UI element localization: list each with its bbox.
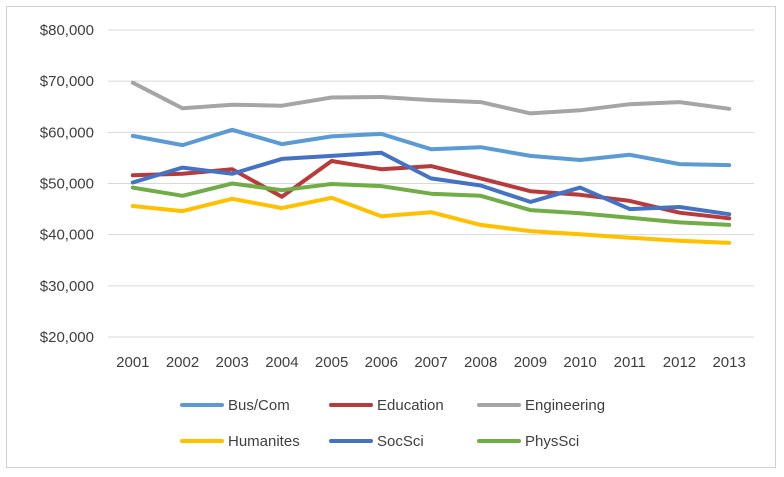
y-tick-label: $80,000 xyxy=(40,22,94,39)
series-line-humanites xyxy=(130,195,732,245)
series-lines xyxy=(130,80,732,245)
legend: Bus/Com Education Engineering Humanites SocS… xyxy=(180,397,605,450)
x-tick-label: 2008 xyxy=(464,354,497,371)
y-tick-label: $20,000 xyxy=(40,329,94,346)
y-tick-label: $70,000 xyxy=(40,73,94,90)
x-tick-label: 2005 xyxy=(315,354,348,371)
y-tick-label: $40,000 xyxy=(40,227,94,244)
legend-label-bus-com: Bus/Com xyxy=(228,397,290,414)
x-axis-ticks: 2001 2002 2003 2004 2005 2006 2007 2008 2009 2010… xyxy=(116,354,746,371)
x-tick-label: 2003 xyxy=(216,354,249,371)
x-tick-label: 2001 xyxy=(116,354,149,371)
x-tick-label: 2012 xyxy=(663,354,696,371)
legend-label-humanites: Humanites xyxy=(228,433,300,450)
gridlines xyxy=(108,29,754,338)
x-tick-label: 2013 xyxy=(712,354,745,371)
y-tick-label: $50,000 xyxy=(40,176,94,193)
x-tick-label: 2011 xyxy=(614,354,646,371)
x-tick-label: 2006 xyxy=(365,354,398,371)
x-tick-label: 2010 xyxy=(563,354,596,371)
y-tick-label: $30,000 xyxy=(40,278,94,295)
x-tick-label: 2002 xyxy=(166,354,199,371)
series-line-education xyxy=(130,159,732,221)
series-line-socsci xyxy=(130,150,732,217)
x-tick-label: 2007 xyxy=(414,354,447,371)
legend-label-education: Education xyxy=(377,397,444,414)
series-line-bus-com xyxy=(130,127,732,168)
series-line-engineering xyxy=(130,80,732,116)
legend-label-engineering: Engineering xyxy=(525,397,605,414)
x-tick-label: 2004 xyxy=(265,354,298,371)
legend-label-socsci: SocSci xyxy=(377,433,424,450)
legend-label-physsci: PhysSci xyxy=(525,433,579,450)
series-line-physsci xyxy=(130,181,732,227)
x-tick-label: 2009 xyxy=(514,354,547,371)
y-tick-label: $60,000 xyxy=(40,124,94,141)
y-axis-ticks: $20,000 $30,000 $40,000 $50,000 $60,000 $70,0… xyxy=(40,22,94,346)
